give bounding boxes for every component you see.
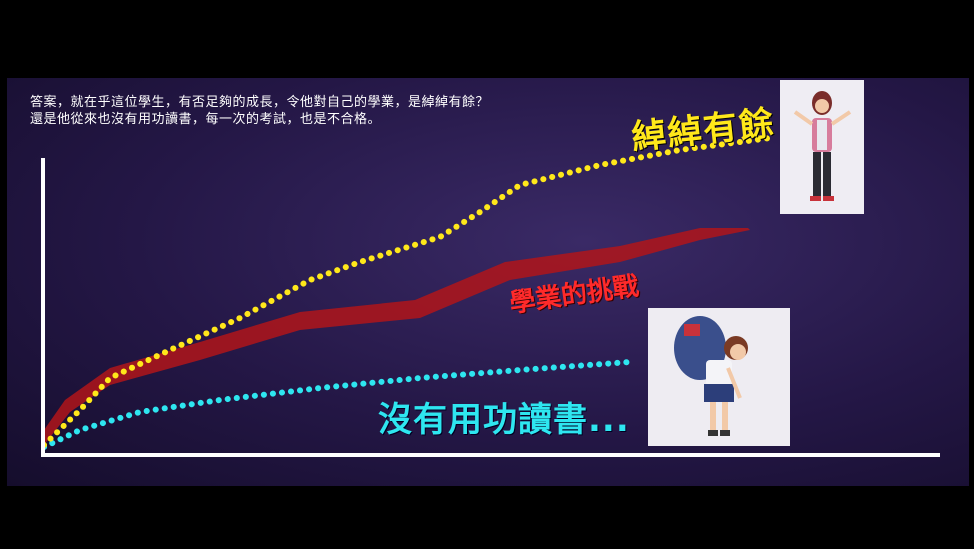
caption-line-1: 答案，就在乎這位學生，有否足夠的成長，令他對自己的學業，是綽綽有餘？ [30, 95, 490, 110]
girl-exhausted-illustration [648, 308, 790, 446]
girl-shrugging-illustration [780, 80, 864, 214]
surplus-line [41, 135, 773, 448]
caption-line-2: 還是他從來也沒有用功讀書，每一次的考試，也是不合格。 [30, 112, 382, 127]
no-study-line [41, 359, 633, 450]
label-no-study: 沒有用功讀書... [378, 400, 630, 440]
letterbox-bottom [0, 486, 974, 549]
letterbox-top [0, 0, 974, 78]
caption: 答案，就在乎這位學生，有否足夠的成長，令他對自己的學業，是綽綽有餘？ 還是他從來… [30, 94, 489, 128]
